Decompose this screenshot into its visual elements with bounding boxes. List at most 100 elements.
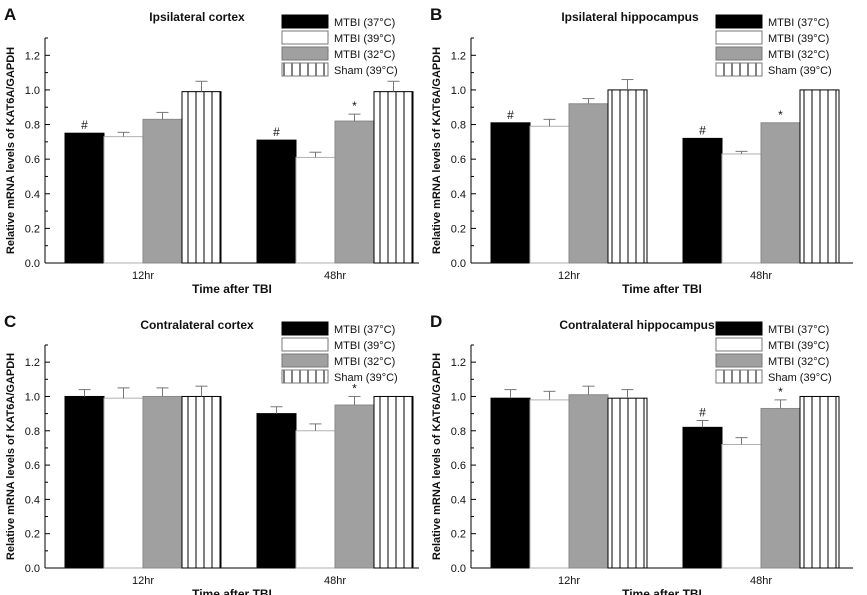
legend-label-sham-39-c: Sham (39°C) bbox=[334, 372, 398, 384]
y-tick-label: 0.8 bbox=[451, 426, 466, 438]
y-tick-label: 0.8 bbox=[451, 120, 466, 132]
legend-swatch-mtbi-39-c bbox=[281, 30, 329, 45]
legend-label-sham-39-c: Sham (39°C) bbox=[334, 65, 398, 77]
x-tick-label: 12hr bbox=[558, 575, 580, 587]
legend-label-sham-39-c: Sham (39°C) bbox=[768, 65, 832, 77]
y-tick-label: 1.2 bbox=[451, 50, 466, 62]
chart-title: Contralateral cortex bbox=[140, 318, 254, 332]
bar-mtbi-39-c-48hr bbox=[295, 156, 336, 264]
y-tick-label: 0.8 bbox=[25, 120, 40, 132]
bar-mtbi-37-c-48hr bbox=[682, 137, 723, 264]
bar-sham-39-c-48hr bbox=[373, 91, 414, 264]
bar-mtbi-37-c-12hr bbox=[490, 122, 531, 264]
bar-mtbi-39-c-12hr bbox=[529, 399, 570, 569]
panel-label: D bbox=[430, 312, 442, 331]
chart-title: Ipsilateral cortex bbox=[149, 10, 245, 24]
legend-swatch-mtbi-32-c bbox=[715, 353, 763, 368]
bar-mtbi-39-c-48hr bbox=[721, 443, 762, 569]
legend-swatch-sham-39-c bbox=[281, 369, 329, 384]
x-axis-label: Time after TBI bbox=[192, 282, 272, 296]
significance-star: * bbox=[352, 99, 357, 113]
panel-label: C bbox=[4, 312, 16, 331]
significance-hash: # bbox=[699, 405, 706, 419]
legend-swatch-sham-39-c bbox=[715, 62, 763, 77]
x-tick-label: 48hr bbox=[324, 575, 346, 587]
legend-label-mtbi-39-c: MTBI (39°C) bbox=[768, 33, 829, 45]
bar-mtbi-32-c-48hr bbox=[760, 407, 801, 569]
y-tick-label: 1.0 bbox=[451, 85, 466, 97]
y-tick-label: 0.4 bbox=[451, 189, 466, 201]
legend-label-mtbi-37-c: MTBI (37°C) bbox=[334, 17, 395, 29]
significance-star: * bbox=[352, 381, 357, 395]
bar-sham-39-c-12hr bbox=[607, 89, 648, 264]
y-tick-label: 1.2 bbox=[25, 50, 40, 62]
bar-mtbi-32-c-12hr bbox=[142, 395, 183, 569]
legend-swatch-mtbi-37-c bbox=[281, 14, 329, 29]
bar-sham-39-c-12hr bbox=[607, 397, 648, 569]
x-tick-label: 12hr bbox=[132, 270, 154, 282]
legend-label-mtbi-39-c: MTBI (39°C) bbox=[768, 340, 829, 352]
bar-mtbi-39-c-48hr bbox=[721, 153, 762, 264]
y-tick-label: 1.2 bbox=[451, 357, 466, 369]
y-tick-label: 0.2 bbox=[451, 223, 466, 235]
bar-mtbi-39-c-12hr bbox=[103, 397, 144, 569]
bar-sham-39-c-48hr bbox=[799, 395, 840, 569]
chart-panel-d: D Contralateral hippocampus 0.0 0.2 0.4 0.6 0.… bbox=[430, 312, 853, 595]
legend-swatch-mtbi-32-c bbox=[715, 46, 763, 61]
y-tick-label: 1.0 bbox=[451, 391, 466, 403]
bar-sham-39-c-12hr bbox=[181, 395, 222, 569]
y-tick-label: 0.4 bbox=[451, 494, 466, 506]
significance-star: * bbox=[778, 385, 783, 399]
significance-hash: # bbox=[273, 125, 280, 139]
bar-mtbi-39-c-48hr bbox=[295, 430, 336, 569]
legend-swatch-sham-39-c bbox=[715, 369, 763, 384]
bar-sham-39-c-48hr bbox=[799, 89, 840, 264]
chart-panel-c: C Contralateral cortex 0.0 0.2 0.4 0.6 0.8 1.0 1… bbox=[4, 312, 419, 595]
legend-label-mtbi-37-c: MTBI (37°C) bbox=[334, 324, 395, 336]
y-tick-label: 0.0 bbox=[451, 563, 466, 575]
y-axis-label: Relative mRNA levels of KAT6A/GAPDH bbox=[5, 353, 17, 560]
legend-label-mtbi-32-c: MTBI (32°C) bbox=[334, 356, 395, 368]
legend-label-mtbi-37-c: MTBI (37°C) bbox=[768, 17, 829, 29]
bar-mtbi-32-c-12hr bbox=[568, 103, 609, 264]
legend-swatch-mtbi-39-c bbox=[715, 337, 763, 352]
bar-mtbi-32-c-48hr bbox=[334, 404, 375, 569]
legend-swatch-mtbi-39-c bbox=[715, 30, 763, 45]
legend-label-mtbi-39-c: MTBI (39°C) bbox=[334, 340, 395, 352]
legend-swatch-mtbi-39-c bbox=[281, 337, 329, 352]
x-axis-label: Time after TBI bbox=[622, 587, 702, 595]
x-tick-label: 12hr bbox=[558, 270, 580, 282]
bar-mtbi-37-c-12hr bbox=[490, 397, 531, 569]
significance-hash: # bbox=[507, 108, 514, 122]
y-tick-label: 1.0 bbox=[25, 85, 40, 97]
legend-label-mtbi-39-c: MTBI (39°C) bbox=[334, 33, 395, 45]
bar-mtbi-32-c-12hr bbox=[568, 394, 609, 569]
legend-label-mtbi-32-c: MTBI (32°C) bbox=[768, 49, 829, 61]
x-axis-label: Time after TBI bbox=[192, 587, 272, 595]
panel-label: B bbox=[430, 5, 442, 24]
y-tick-label: 0.6 bbox=[451, 460, 466, 472]
bar-mtbi-37-c-48hr bbox=[256, 139, 297, 264]
bar-mtbi-37-c-12hr bbox=[64, 132, 105, 264]
chart-panel-b: B Ipsilateral hippocampus 0.0 0.2 0.4 0.6 0.8 1… bbox=[430, 5, 853, 296]
chart-panel-a: A Ipsilateral cortex 0.0 0.2 0.4 0.6 0.8 1.0 1.2… bbox=[4, 5, 419, 296]
legend-label-mtbi-37-c: MTBI (37°C) bbox=[768, 324, 829, 336]
bar-mtbi-37-c-12hr bbox=[64, 395, 105, 569]
y-tick-label: 0.2 bbox=[25, 223, 40, 235]
legend-label-mtbi-32-c: MTBI (32°C) bbox=[334, 49, 395, 61]
y-tick-label: 0.8 bbox=[25, 426, 40, 438]
legend-label-sham-39-c: Sham (39°C) bbox=[768, 372, 832, 384]
y-tick-label: 1.2 bbox=[25, 357, 40, 369]
y-axis-label: Relative mRNA levels of KAT6A/GAPDH bbox=[5, 47, 17, 254]
legend-swatch-sham-39-c bbox=[281, 62, 329, 77]
y-axis-label: Relative mRNA levels of KAT6A/GAPDH bbox=[431, 353, 443, 560]
significance-hash: # bbox=[699, 123, 706, 137]
y-tick-label: 0.0 bbox=[451, 258, 466, 270]
x-tick-label: 12hr bbox=[132, 575, 154, 587]
x-tick-label: 48hr bbox=[324, 270, 346, 282]
bar-sham-39-c-48hr bbox=[373, 395, 414, 569]
y-tick-label: 0.2 bbox=[25, 529, 40, 541]
bar-mtbi-39-c-12hr bbox=[103, 136, 144, 264]
x-tick-label: 48hr bbox=[750, 575, 772, 587]
